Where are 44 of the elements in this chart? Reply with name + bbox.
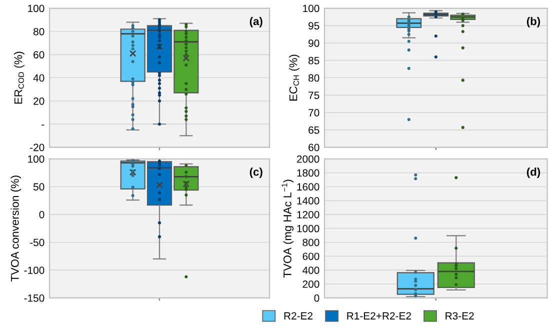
y-tick-label: 400 xyxy=(302,266,320,274)
y-tick-label: 95 xyxy=(308,22,320,30)
y-tick-label: 50 xyxy=(33,183,44,191)
y-tick-label: 60 xyxy=(34,51,44,58)
y-tick-label: 20 xyxy=(34,97,44,105)
annotation: (a) xyxy=(250,17,262,28)
legend-label: R2-E2 xyxy=(284,312,312,320)
y-tick-label: -20 xyxy=(30,144,44,152)
y-tick-label: 1200 xyxy=(297,210,320,218)
y-tick-label: 85 xyxy=(308,56,320,64)
y-tick-label: 600 xyxy=(302,252,320,260)
y-tick-label: 200 xyxy=(302,280,320,288)
y-tick-label: 80 xyxy=(34,28,44,36)
y-axis-title: TVOA conversion (%) xyxy=(10,176,22,282)
annotation: (c) xyxy=(250,168,262,178)
y-tick-label: 800 xyxy=(302,238,320,246)
y-tick-label: - xyxy=(42,124,44,126)
y-tick-label: 1600 xyxy=(297,183,320,191)
y-tick-label: 40 xyxy=(33,74,44,82)
y-tick-label: 0 xyxy=(39,210,44,218)
y-axis-title: ER$_{COD}$ (%) xyxy=(14,52,24,104)
y-tick-label: 70 xyxy=(308,109,320,116)
y-tick-label: -100 xyxy=(24,266,44,274)
y-tick-label: 1400 xyxy=(297,197,320,204)
y-tick-label: 60 xyxy=(308,144,320,152)
y-axis-title: TVOA (mg HAc L$^{−1}$) xyxy=(282,180,294,278)
y-tick-label: 2000 xyxy=(296,155,320,163)
legend-label: R3-E2 xyxy=(446,312,474,320)
y-tick-label: 100 xyxy=(303,4,320,12)
annotation: (d) xyxy=(526,168,540,178)
y-tick-label: -50 xyxy=(30,238,44,246)
y-axis-title: EC$_{CH}$ (%) xyxy=(289,54,300,101)
y-tick-label: 1800 xyxy=(297,169,320,177)
y-tick-label: 100 xyxy=(28,155,44,163)
y-tick-label: 1000 xyxy=(297,224,320,232)
y-tick-label: 100 xyxy=(28,4,44,12)
y-tick-label: 75 xyxy=(308,92,320,100)
y-tick-label: 65 xyxy=(308,126,320,134)
y-tick-label: 0 xyxy=(314,294,320,302)
y-tick-label: 80 xyxy=(308,74,320,82)
annotation: (b) xyxy=(526,17,540,28)
legend-label: R1-E2+R2-E2 xyxy=(347,312,411,320)
y-tick-label: 90 xyxy=(308,40,320,47)
y-tick-label: -150 xyxy=(24,294,44,302)
